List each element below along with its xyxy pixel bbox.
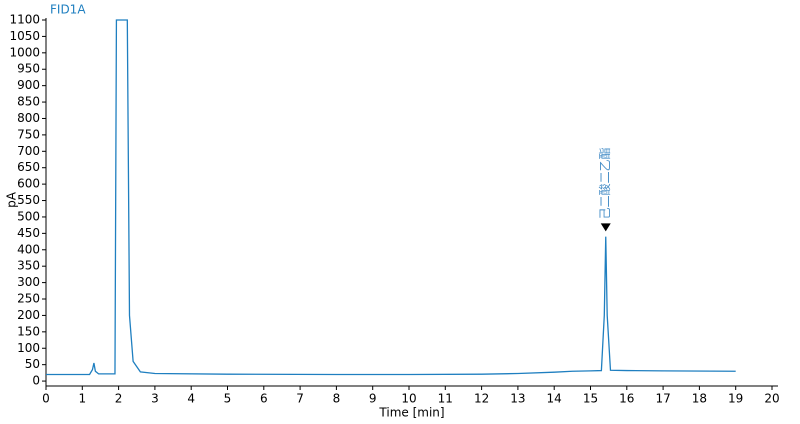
x-tick-label: 9 [369,392,377,406]
x-tick-label: 13 [510,392,525,406]
y-tick-label: 750 [17,127,40,141]
peak-label: 己二酸二乙酯 [597,147,612,219]
x-tick-label: 7 [296,392,304,406]
x-tick-label: 16 [619,392,634,406]
y-tick-label: 800 [17,111,40,125]
x-tick-label: 3 [151,392,159,406]
y-tick-label: 200 [17,308,40,322]
y-tick-label: 950 [17,62,40,76]
y-tick-label: 350 [17,259,40,273]
y-tick-label: 100 [17,341,40,355]
y-axis-label: pA [5,191,19,208]
y-tick-label: 400 [17,242,40,256]
peak-marker [600,223,611,232]
x-tick-label: 10 [401,392,416,406]
x-tick-label: 15 [583,392,598,406]
y-tick-label: 1100 [9,13,40,27]
y-tick-label: 250 [17,292,40,306]
x-axis-label: Time [min] [378,406,444,420]
x-tick-label: 19 [728,392,743,406]
signal-line [46,19,736,376]
y-tick-label: 850 [17,95,40,109]
y-tick-label: 600 [17,177,40,191]
x-tick-label: 20 [764,392,779,406]
x-tick-label: 5 [224,392,232,406]
y-tick-label: 700 [17,144,40,158]
x-tick-label: 0 [42,392,50,406]
x-tick-label: 11 [438,392,453,406]
x-tick-label: 2 [115,392,123,406]
y-tick-label: 1050 [9,29,40,43]
x-tick-label: 14 [547,392,562,406]
x-tick-label: 1 [78,392,86,406]
x-tick-label: 4 [187,392,195,406]
y-tick-label: 150 [17,324,40,338]
y-tick-label: 1000 [9,45,40,59]
y-tick-label: 50 [25,357,40,371]
y-tick-label: 550 [17,193,40,207]
x-tick-label: 8 [333,392,341,406]
y-tick-label: 650 [17,160,40,174]
x-tick-label: 18 [692,392,707,406]
y-tick-label: 900 [17,78,40,92]
chart-title: FID1A [50,3,86,17]
y-tick-label: 0 [32,374,40,388]
x-tick-label: 6 [260,392,268,406]
x-tick-label: 12 [474,392,489,406]
y-tick-label: 300 [17,275,40,289]
y-tick-label: 500 [17,209,40,223]
x-tick-label: 17 [655,392,670,406]
y-tick-label: 450 [17,226,40,240]
